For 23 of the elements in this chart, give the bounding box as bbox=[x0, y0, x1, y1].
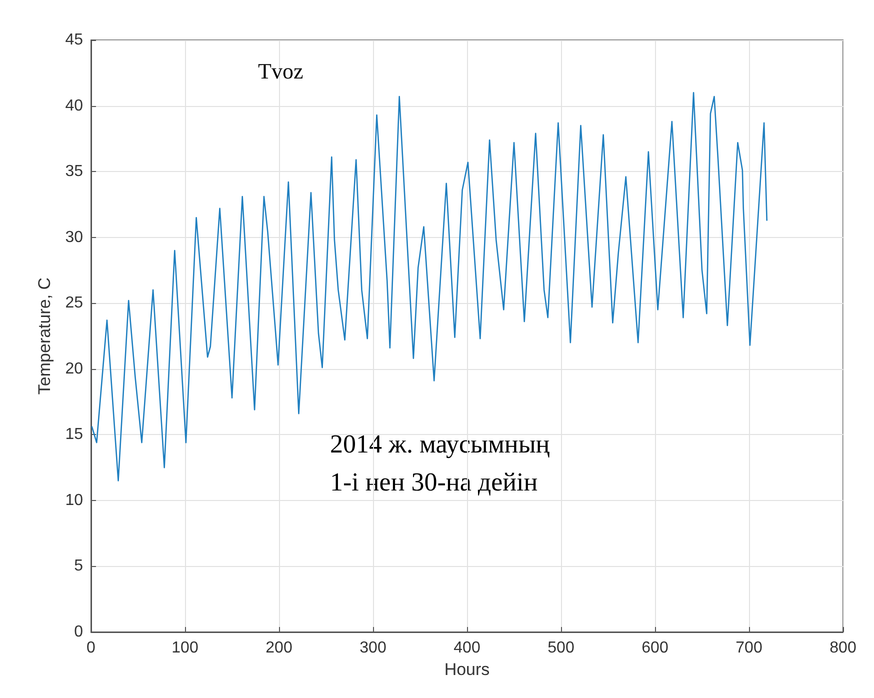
x-tick-label: 0 bbox=[86, 640, 96, 656]
annotation: 2014 ж. маусымның 1-і нен 30-на дейін bbox=[330, 430, 550, 496]
x-tick-label: 100 bbox=[172, 640, 198, 656]
y-tick-label: 10 bbox=[65, 492, 84, 509]
x-tick-label: 800 bbox=[830, 640, 856, 656]
x-tick-label: 200 bbox=[266, 640, 292, 656]
y-tick-label: 0 bbox=[74, 624, 84, 640]
y-tick-label: 40 bbox=[65, 97, 84, 114]
y-tick-label: 20 bbox=[65, 360, 84, 378]
y-axis-title: Temperature, C bbox=[35, 277, 54, 395]
x-tick-label: 400 bbox=[454, 640, 480, 656]
y-tick-label: 25 bbox=[65, 294, 84, 312]
x-tick-label: 700 bbox=[736, 640, 762, 656]
y-tick-label: 45 bbox=[65, 32, 84, 48]
x-tick-label: 300 bbox=[360, 640, 386, 656]
y-tick-label: 15 bbox=[65, 426, 84, 444]
y-tick-label: 5 bbox=[74, 558, 84, 575]
y-tick-label: 30 bbox=[65, 228, 84, 246]
x-axis-title: Hours bbox=[444, 660, 490, 679]
text: Tvoz bbox=[258, 58, 304, 84]
x-tick-label: 500 bbox=[548, 640, 574, 656]
x-tick-label: 600 bbox=[642, 640, 668, 656]
y-tick-label: 35 bbox=[65, 163, 84, 180]
